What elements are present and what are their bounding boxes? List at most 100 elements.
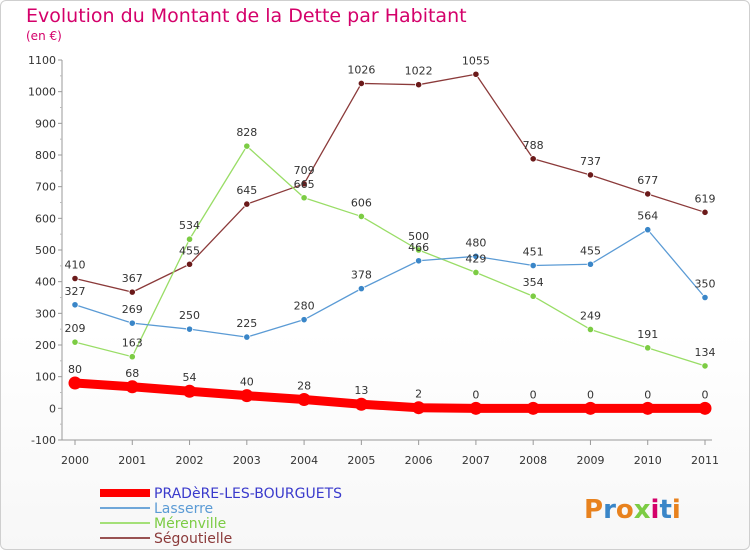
data-point-lasserre [128,319,136,327]
chart-subtitle: (en €) [26,29,62,43]
legend-label-s-goutielle: Ségoutielle [154,531,232,547]
data-label-lasserre: 378 [351,269,372,282]
x-tick-label: 2002 [176,454,204,467]
data-point-m-renville [243,142,251,150]
data-point-m-renville [71,338,79,346]
data-point-lasserre [586,260,595,268]
data-label-prad-re-les-bourguets: 13 [354,384,368,397]
data-point-s-goutielle [300,180,308,188]
data-label-s-goutielle: 677 [637,174,658,187]
data-point-s-goutielle [185,260,194,268]
data-label-lasserre: 350 [695,278,716,291]
data-label-lasserre: 466 [408,241,429,254]
data-point-lasserre [415,257,423,265]
data-label-s-goutielle: 1055 [462,54,490,67]
data-label-prad-re-les-bourguets: 68 [125,367,139,380]
data-point-lasserre [644,226,652,234]
y-tick-label: 100 [35,371,56,384]
data-point-s-goutielle [586,171,595,179]
y-tick-label: 0 [49,402,56,415]
data-label-lasserre: 327 [65,285,86,298]
data-label-lasserre: 455 [580,244,601,257]
data-point-m-renville [701,362,709,370]
data-label-prad-re-les-bourguets: 80 [68,363,82,376]
proxiti-logo: Proxiti [584,495,681,525]
data-label-lasserre: 280 [294,300,315,313]
data-label-m-renville: 606 [351,196,372,209]
y-tick-label: 600 [35,212,56,225]
data-label-lasserre: 451 [523,246,544,259]
data-label-lasserre: 250 [179,309,200,322]
data-label-s-goutielle: 709 [294,164,315,177]
data-label-m-renville: 429 [465,252,486,265]
data-point-prad-re-les-bourguets [354,397,368,411]
series-line-prad-re-les-bourguets [70,378,710,413]
data-point-s-goutielle [529,155,537,163]
y-tick-label: 500 [35,244,56,257]
data-label-s-goutielle: 455 [179,244,200,257]
y-tick-label: 800 [35,149,56,162]
logo-text: Proxiti [584,495,681,525]
data-point-m-renville [529,292,537,300]
data-label-m-renville: 249 [580,309,601,322]
data-point-lasserre [701,293,709,302]
x-tick-label: 2009 [576,454,604,467]
data-point-prad-re-les-bourguets [641,401,655,415]
data-label-m-renville: 209 [65,322,86,335]
data-label-s-goutielle: 737 [580,155,601,168]
series-layer [68,70,712,415]
y-tick-label: 1000 [28,86,56,99]
data-label-prad-re-les-bourguets: 0 [587,388,594,401]
data-point-prad-re-les-bourguets [297,392,311,406]
data-point-prad-re-les-bourguets [469,401,483,415]
data-point-m-renville [644,344,652,352]
data-point-s-goutielle [128,288,136,296]
data-label-s-goutielle: 1022 [405,65,433,78]
data-label-s-goutielle: 1026 [347,63,375,76]
data-label-m-renville: 500 [408,230,429,243]
data-label-m-renville: 534 [179,219,200,232]
data-label-m-renville: 191 [637,328,658,341]
data-point-lasserre [71,301,79,309]
data-point-m-renville [357,212,365,221]
x-tick-label: 2008 [519,454,547,467]
data-label-s-goutielle: 410 [65,259,86,272]
data-point-prad-re-les-bourguets [183,384,197,398]
data-point-s-goutielle [357,79,365,88]
data-point-lasserre [185,325,194,333]
data-point-prad-re-les-bourguets [698,401,712,415]
y-tick-label: 1100 [28,54,56,67]
x-tick-label: 2007 [462,454,490,467]
data-label-prad-re-les-bourguets: 54 [183,371,197,384]
data-label-prad-re-les-bourguets: 2 [415,388,422,401]
axes: -100010020030040050060070080090010001100… [28,54,719,467]
data-label-m-renville: 354 [523,276,544,289]
x-tick-label: 2004 [290,454,318,467]
x-tick-label: 2001 [118,454,146,467]
x-tick-label: 2010 [634,454,662,467]
data-label-prad-re-les-bourguets: 0 [530,388,537,401]
data-label-prad-re-les-bourguets: 40 [240,376,254,389]
y-tick-label: 400 [35,276,56,289]
legend-label-m-renville: Mérenville [154,516,226,532]
data-point-s-goutielle [472,70,480,78]
data-label-prad-re-les-bourguets: 0 [702,388,709,401]
chart-title: Evolution du Montant de la Dette par Hab… [26,5,467,27]
legend-label-lasserre: Lasserre [154,501,213,517]
data-point-s-goutielle [415,81,423,89]
data-point-m-renville [415,246,423,254]
data-point-prad-re-les-bourguets [125,380,139,394]
data-point-m-renville [300,194,308,202]
data-label-lasserre: 564 [637,210,658,223]
data-point-lasserre [529,261,537,270]
data-label-prad-re-les-bourguets: 0 [644,388,651,401]
data-point-s-goutielle [701,208,709,216]
data-label-m-renville: 134 [695,346,716,359]
data-point-lasserre [300,316,308,324]
data-point-prad-re-les-bourguets [68,376,82,390]
data-point-prad-re-les-bourguets [240,389,254,403]
data-point-m-renville [472,268,480,277]
data-point-m-renville [586,325,595,334]
data-label-s-goutielle: 788 [523,139,544,152]
